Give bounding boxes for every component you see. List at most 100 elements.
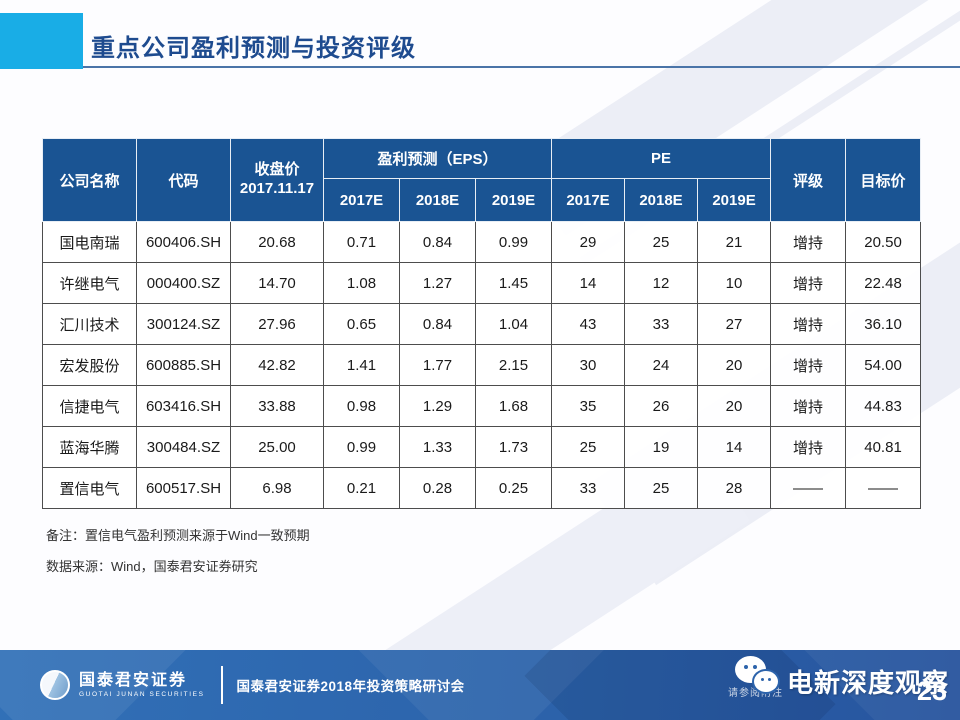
table-header: 公司名称 代码 收盘价 2017.11.17 盈利预测（EPS） PE 评级 目…	[42, 138, 922, 222]
eps-2019e-cell: 1.45	[475, 262, 552, 304]
data-source-note: 数据来源：Wind，国泰君安证券研究	[46, 559, 258, 574]
pe-2017e-cell: 33	[551, 467, 625, 509]
rating-cell: 增持	[770, 426, 847, 468]
price-cell: 20.68	[230, 221, 324, 263]
closing-price-label: 收盘价	[254, 161, 300, 179]
target-price-cell: ——	[845, 467, 922, 509]
pe-2017e-cell: 14	[551, 262, 625, 304]
closing-price-date: 2017.11.17	[239, 180, 315, 197]
company-cell: 置信电气	[42, 467, 137, 509]
table-row: 置信电气 600517.SH 6.98 0.21 0.28 0.25 33 25 28 —— ——	[42, 467, 922, 509]
table-body: 国电南瑞 600406.SH 20.68 0.71 0.84 0.99 29 25 21 增持 20…	[42, 221, 922, 509]
eps-2017e-cell: 0.98	[323, 385, 400, 427]
company-cell: 汇川技术	[42, 303, 137, 345]
wechat-eye-icon	[768, 678, 771, 681]
col-header-company: 公司名称	[42, 138, 137, 222]
eps-2017e-cell: 1.08	[323, 262, 400, 304]
col-header-rating: 评级	[770, 138, 847, 222]
pe-2017e-cell: 29	[551, 221, 625, 263]
wechat-eye-icon	[744, 665, 748, 669]
page-number: 23	[916, 676, 947, 706]
page-title: 重点公司盈利预测与投资评级	[91, 35, 416, 62]
company-cell: 宏发股份	[42, 344, 137, 386]
pe-2019e-cell: 20	[696, 344, 772, 386]
wechat-account-watermark: 电新深度观察	[787, 668, 950, 698]
price-cell: 42.82	[230, 344, 324, 386]
wechat-eye-icon	[761, 678, 764, 681]
pe-2017e-cell: 30	[551, 344, 625, 386]
wechat-icon	[735, 656, 785, 702]
code-cell: 600406.SH	[136, 221, 231, 263]
target-price-cell: 44.83	[845, 385, 922, 427]
price-cell: 14.70	[230, 262, 324, 304]
code-cell: 300484.SZ	[136, 426, 231, 468]
eps-2018e-cell: 1.33	[399, 426, 476, 468]
code-cell: 600885.SH	[136, 344, 231, 386]
eps-2017e-cell: 0.21	[323, 467, 400, 509]
eps-2017e-cell: 0.65	[323, 303, 400, 345]
col-header-target-price: 目标价	[845, 138, 922, 222]
target-price-cell: 22.48	[845, 262, 922, 304]
pe-2018e-cell: 25	[624, 467, 698, 509]
eps-2018e-cell: 1.29	[399, 385, 476, 427]
col-header-closing-price: 收盘价 2017.11.17	[230, 138, 324, 222]
table-row: 许继电气 000400.SZ 14.70 1.08 1.27 1.45 14 12 10 增持 22…	[42, 262, 922, 304]
target-price-cell: 36.10	[845, 303, 922, 345]
pe-2018e-cell: 12	[624, 262, 698, 304]
rating-cell: 增持	[770, 262, 847, 304]
eps-2018e-cell: 0.84	[399, 303, 476, 345]
eps-2017e-cell: 0.99	[323, 426, 400, 468]
rating-cell: 增持	[770, 385, 847, 427]
eps-2017e-cell: 0.71	[323, 221, 400, 263]
eps-2018e-cell: 1.77	[399, 344, 476, 386]
eps-2019e-cell: 2.15	[475, 344, 552, 386]
eps-2018e-cell: 0.28	[399, 467, 476, 509]
eps-2019e-cell: 0.99	[475, 221, 552, 263]
earnings-forecast-table: 公司名称 代码 收盘价 2017.11.17 盈利预测（EPS） PE 评级 目…	[42, 138, 922, 509]
col-header-code: 代码	[136, 138, 231, 222]
pe-2019e-cell: 14	[696, 426, 772, 468]
pe-2018e-cell: 24	[624, 344, 698, 386]
table-remark: 备注：置信电气盈利预测来源于Wind一致预期	[46, 528, 310, 543]
footer-event-title: 国泰君安证券2018年投资策略研讨会	[236, 679, 465, 694]
code-cell: 000400.SZ	[136, 262, 231, 304]
col-group-eps: 盈利预测（EPS）	[323, 138, 552, 179]
eps-2019e-cell: 0.25	[475, 467, 552, 509]
table-row: 蓝海华腾 300484.SZ 25.00 0.99 1.33 1.73 25 19 14 增持 40…	[42, 426, 922, 468]
title-underline	[83, 66, 960, 68]
price-cell: 25.00	[230, 426, 324, 468]
gtja-logo-text: 国泰君安证券 GUOTAI JUNAN SECURITIES	[79, 672, 205, 699]
table-row: 信捷电气 603416.SH 33.88 0.98 1.29 1.68 35 26 20 增持 44…	[42, 385, 922, 427]
eps-2019e-cell: 1.04	[475, 303, 552, 345]
company-cell: 许继电气	[42, 262, 137, 304]
gtja-logo-icon	[40, 670, 70, 700]
table-row: 宏发股份 600885.SH 42.82 1.41 1.77 2.15 30 24 20 增持 54…	[42, 344, 922, 386]
target-price-cell: 20.50	[845, 221, 922, 263]
col-header-pe-2019e: 2019E	[696, 178, 772, 222]
footer-bar: 国泰君安证券 GUOTAI JUNAN SECURITIES 国泰君安证券201…	[0, 650, 960, 720]
eps-2017e-cell: 1.41	[323, 344, 400, 386]
eps-2019e-cell: 1.73	[475, 426, 552, 468]
wechat-bubble-small	[754, 671, 778, 692]
pe-2019e-cell: 28	[696, 467, 772, 509]
pe-2019e-cell: 20	[696, 385, 772, 427]
target-price-cell: 54.00	[845, 344, 922, 386]
table-row: 国电南瑞 600406.SH 20.68 0.71 0.84 0.99 29 25 21 增持 20…	[42, 221, 922, 263]
footer-disclaimer-fragment: 请参阅附注	[728, 688, 783, 699]
gtja-logo-en: GUOTAI JUNAN SECURITIES	[79, 691, 205, 699]
pe-2018e-cell: 19	[624, 426, 698, 468]
company-cell: 蓝海华腾	[42, 426, 137, 468]
company-cell: 信捷电气	[42, 385, 137, 427]
footer-divider	[220, 666, 223, 704]
rating-cell: ——	[770, 467, 847, 509]
code-cell: 603416.SH	[136, 385, 231, 427]
col-header-eps-2017e: 2017E	[323, 178, 400, 222]
pe-2018e-cell: 25	[624, 221, 698, 263]
rating-cell: 增持	[770, 303, 847, 345]
pe-2019e-cell: 10	[696, 262, 772, 304]
gtja-logo-cn: 国泰君安证券	[79, 671, 188, 689]
company-cell: 国电南瑞	[42, 221, 137, 263]
pe-2017e-cell: 35	[551, 385, 625, 427]
eps-2018e-cell: 1.27	[399, 262, 476, 304]
